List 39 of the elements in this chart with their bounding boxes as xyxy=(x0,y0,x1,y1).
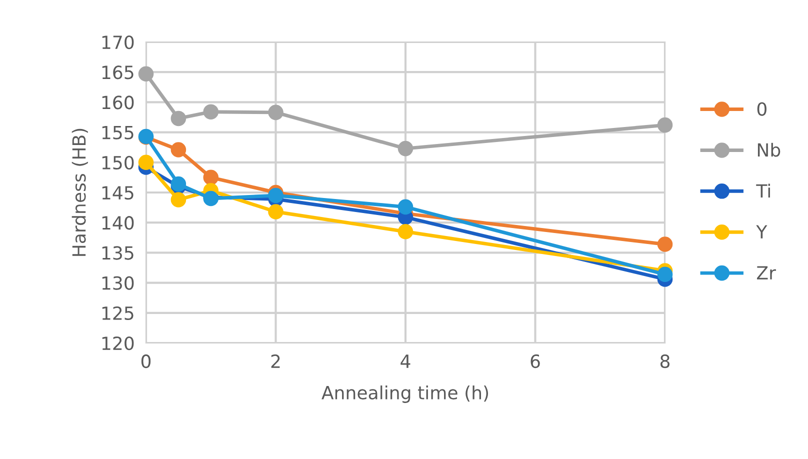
point xyxy=(398,140,414,156)
x-axis-title: Annealing time (h) xyxy=(322,385,488,403)
point xyxy=(170,110,186,126)
x-tick-label: 0 xyxy=(141,354,151,368)
y-tick-label: 125 xyxy=(102,306,134,320)
y-tick-label: 140 xyxy=(102,216,134,230)
y-tick-label: 150 xyxy=(102,156,134,170)
point xyxy=(170,142,186,158)
point xyxy=(203,104,219,120)
x-tick-label: 2 xyxy=(271,354,280,368)
point xyxy=(203,170,219,186)
point xyxy=(268,188,284,204)
legend-label: Ti xyxy=(756,184,770,198)
x-tick-label: 4 xyxy=(400,354,410,368)
x-tick-label: 8 xyxy=(660,354,670,368)
point xyxy=(170,192,186,208)
y-tick-label: 145 xyxy=(102,186,134,200)
point xyxy=(657,236,673,252)
x-tick-label: 6 xyxy=(530,354,540,368)
point xyxy=(398,199,414,215)
y-tick-label: 165 xyxy=(102,66,134,80)
point xyxy=(398,224,414,240)
y-tick-label: 155 xyxy=(102,126,134,140)
y-axis-title: Hardness (HB) xyxy=(72,128,88,256)
point xyxy=(138,66,154,82)
y-tick-label: 120 xyxy=(102,336,134,350)
y-tick-label: 130 xyxy=(102,276,134,290)
point xyxy=(657,117,673,133)
y-tick-label: 135 xyxy=(102,246,134,260)
point xyxy=(268,104,284,120)
y-tick-label: 170 xyxy=(102,35,134,50)
legend-label: Nb xyxy=(758,142,780,157)
legend-label: Y xyxy=(756,225,768,238)
legend-label: Zr xyxy=(756,266,776,280)
legend-label: 0 xyxy=(757,102,766,116)
point xyxy=(657,266,673,282)
point xyxy=(268,204,284,220)
point xyxy=(138,154,154,170)
y-tick-label: 160 xyxy=(102,96,134,110)
